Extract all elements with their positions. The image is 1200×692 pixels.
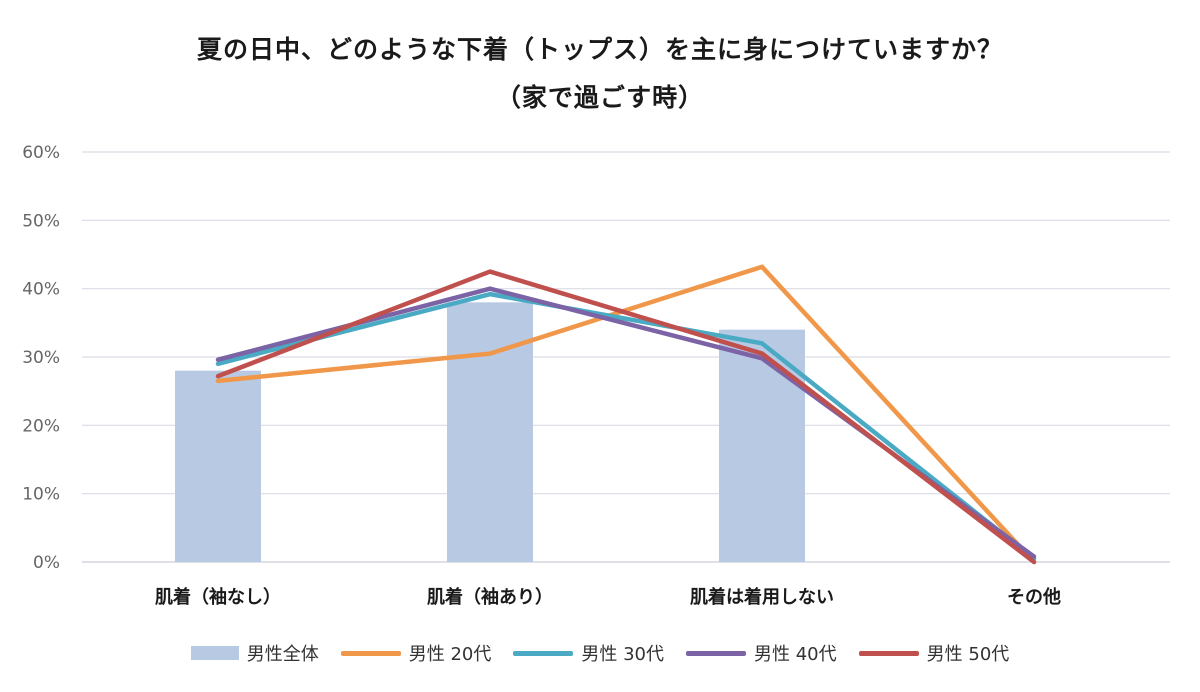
x-tick-label: 肌着（袖あり） xyxy=(427,586,553,608)
chart-subtitle: （家で過ごす時） xyxy=(495,83,705,112)
y-tick-label: 60% xyxy=(22,143,60,163)
series-line-男性 50代 xyxy=(215,269,1037,565)
legend-label: 男性 20代 xyxy=(408,644,492,665)
legend-label: 男性 40代 xyxy=(754,644,837,665)
legend-item: 男性 40代 xyxy=(686,640,837,666)
y-tick-label: 0% xyxy=(33,553,60,573)
bar-男性全体 xyxy=(175,370,261,562)
y-tick-label: 40% xyxy=(22,280,60,300)
x-tick-label: 肌着（袖なし） xyxy=(155,586,281,608)
legend-swatch xyxy=(340,650,401,656)
x-tick-label: 肌着は着用しない xyxy=(690,586,834,608)
y-tick-label: 10% xyxy=(22,485,60,505)
legend-label: 男性全体 xyxy=(246,644,319,665)
legend-swatch xyxy=(190,646,239,660)
bar-男性全体 xyxy=(447,302,533,562)
chart-legend: 男性全体 男性 20代 男性 30代 男性 40代 男性 50代 xyxy=(0,640,1200,666)
legend-label: 男性 30代 xyxy=(581,644,664,665)
y-tick-label: 50% xyxy=(22,211,60,231)
chart-title: 夏の日中、どのような下着（トップス）を主に身につけていますか？ xyxy=(196,35,1003,64)
legend-item: 男性 20代 xyxy=(340,640,492,666)
series-line-男性 20代 xyxy=(215,264,1037,565)
legend-item: 男性 30代 xyxy=(513,640,664,666)
x-tick-label: その他 xyxy=(1007,586,1061,608)
legend-item: 男性全体 xyxy=(190,640,319,666)
legend-swatch xyxy=(686,650,746,656)
legend-item: 男性 50代 xyxy=(858,640,1010,666)
legend-swatch xyxy=(858,650,919,656)
legend-swatch xyxy=(513,650,574,656)
legend-label: 男性 50代 xyxy=(926,644,1010,665)
series-line-男性 30代 xyxy=(215,291,1037,561)
y-tick-label: 20% xyxy=(22,416,60,436)
y-tick-label: 30% xyxy=(22,348,60,368)
